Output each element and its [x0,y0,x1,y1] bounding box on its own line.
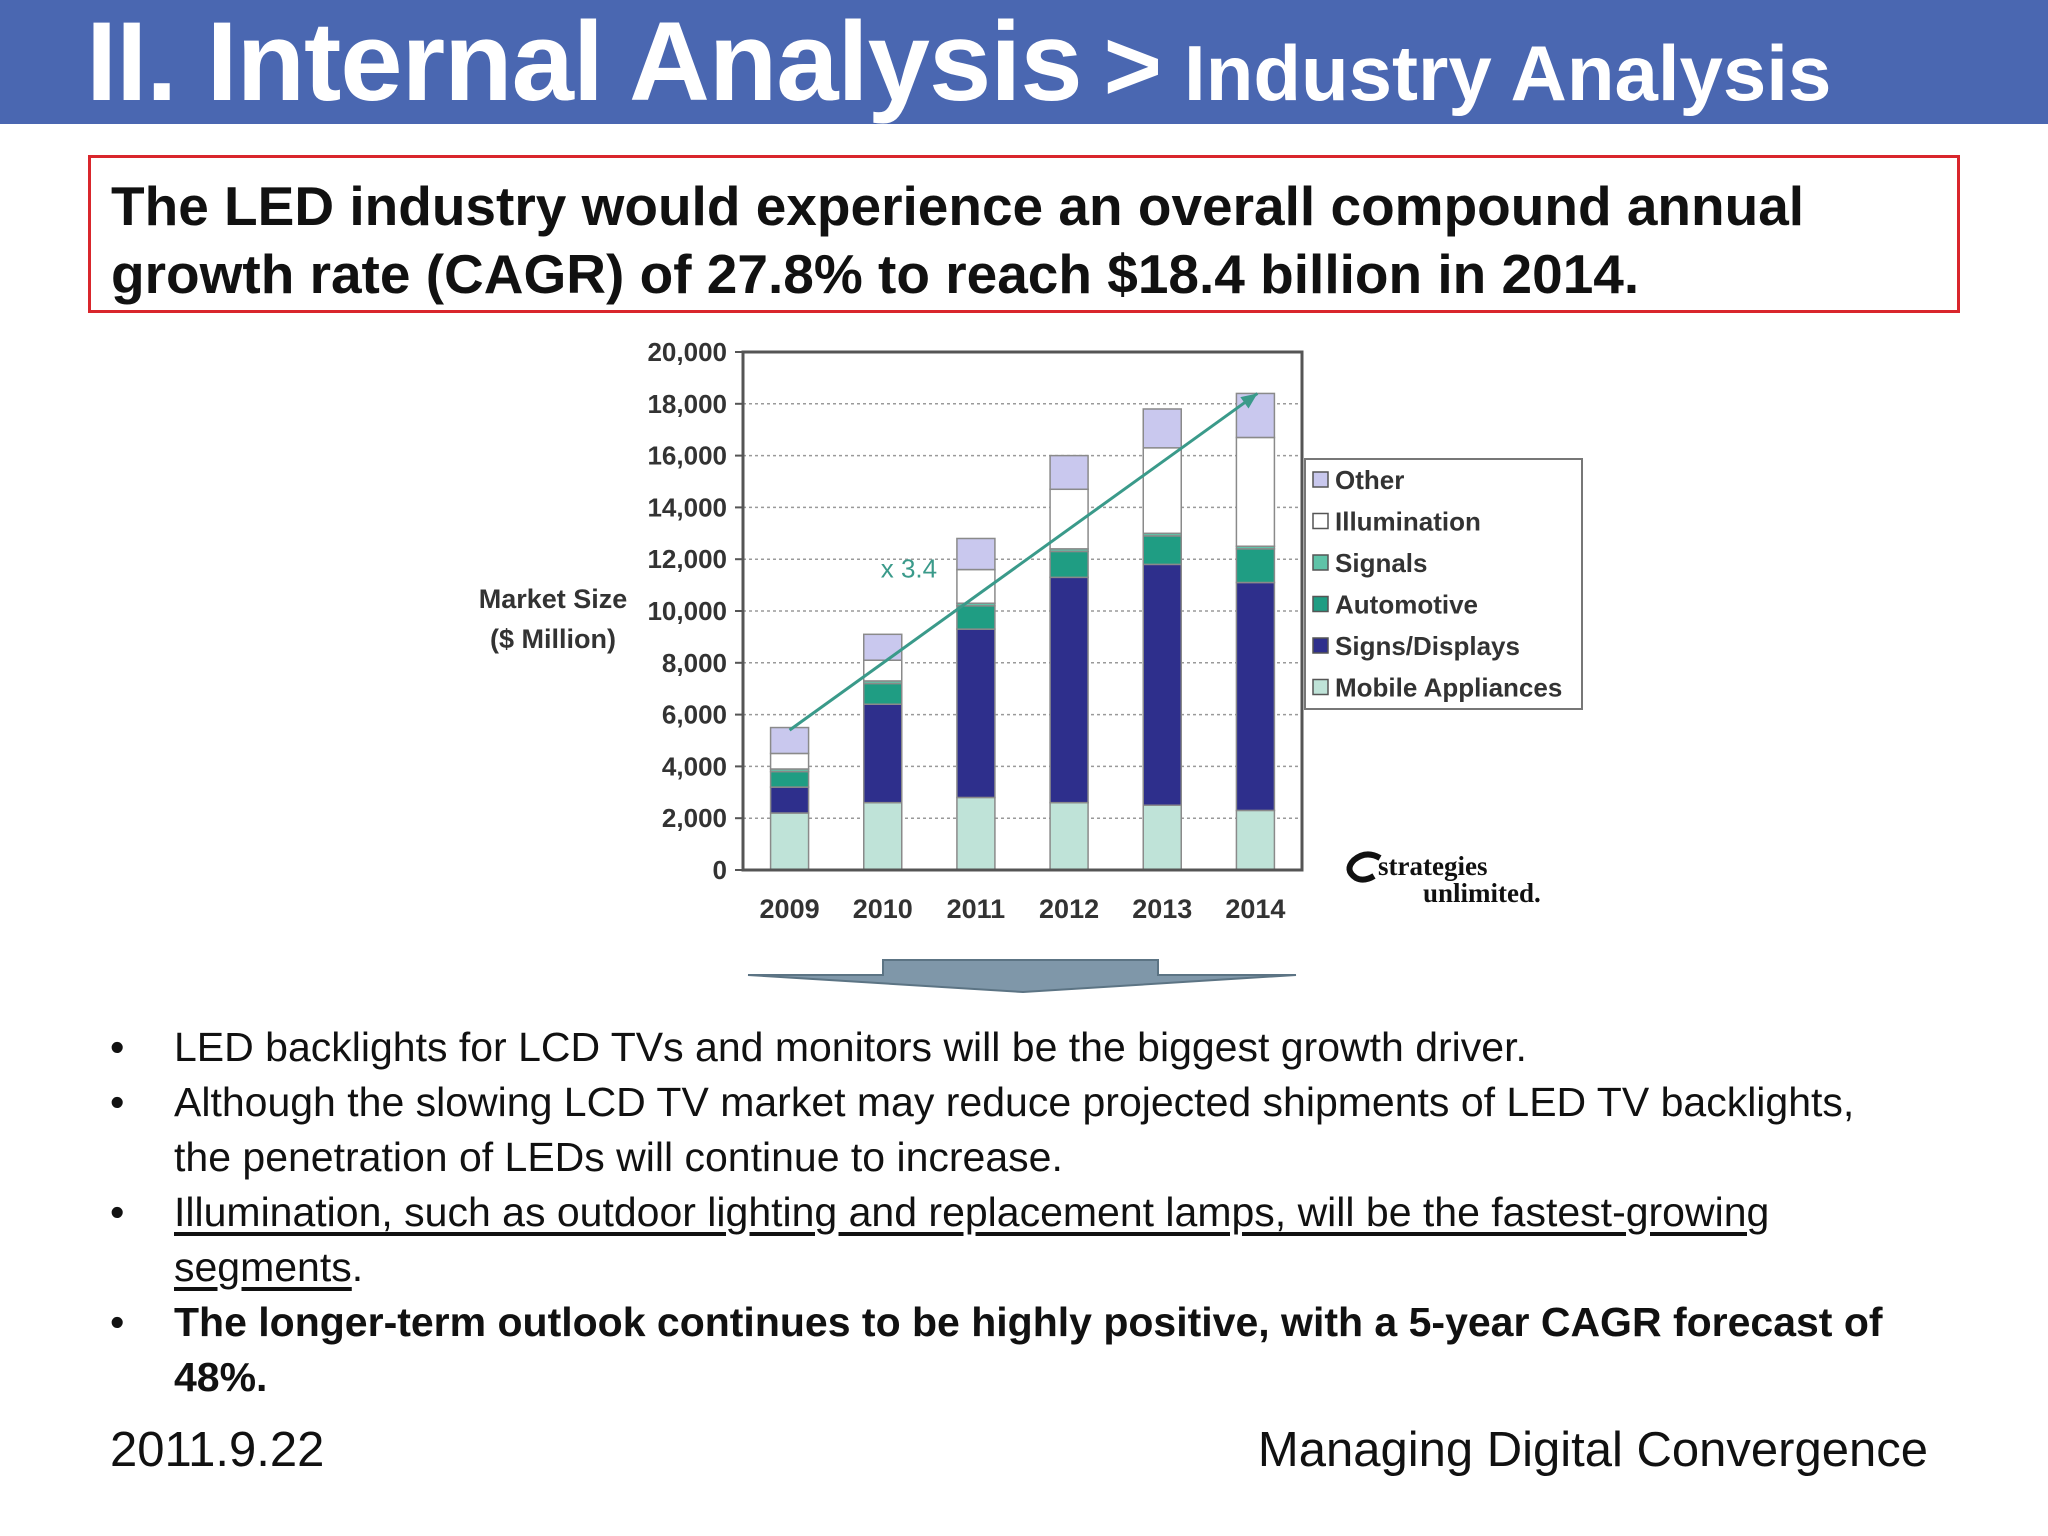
key-finding-box: The LED industry would experience an ove… [88,155,1960,313]
bar-segment [1049,550,1089,579]
legend-label: Illumination [1335,507,1481,537]
x-tick-label: 2009 [760,894,820,924]
legend-label: Mobile Appliances [1335,673,1562,703]
bar-segment [956,796,996,871]
footer-title: Managing Digital Convergence [1257,1423,1928,1477]
bar-segment [1235,548,1276,584]
y-tick-label: 16,000 [647,441,727,471]
x-tick-label: 2014 [1225,894,1285,924]
legend-swatch [1312,678,1329,696]
trend-arrow: x 3.4 [788,392,1259,732]
logo-text-line-1: strategies [1378,851,1487,881]
led-market-chart: 0 2,000 4,000 6,000 8,000 10,000 12,000 14,000 1… [479,337,1583,994]
y-axis-label-line-2: ($ Million) [490,624,616,654]
bullet-marker: • [110,1079,125,1125]
bar-segment [769,770,810,788]
y-tick-label: 2,000 [662,803,727,833]
y-tick-label: 14,000 [647,492,727,522]
logo-text-line-2: unlimited. [1423,878,1541,908]
bar-segment [863,801,903,871]
x-tick-label: 2013 [1132,894,1192,924]
bar-segment [1142,563,1182,806]
insight-bullets: • LED backlights for LCD TVs and monitors… [110,1020,1890,1405]
bar-segment [1235,809,1276,871]
bar-segment [769,812,810,871]
bar-segment [1049,454,1089,491]
bullet-item: • Although the slowing LCD TV market may … [110,1075,1890,1185]
bar-segment [769,786,810,814]
bar-segment [1142,804,1182,871]
y-axis-label-line-1: Market Size [479,584,628,614]
bar-segment [1235,581,1276,812]
bullet-marker: • [110,1024,125,1070]
down-arrow-icon [747,959,1297,994]
logo-mark-icon [1346,851,1382,883]
legend-box [1304,458,1583,710]
legend-swatch [1312,512,1329,530]
x-tick-label: 2012 [1039,894,1099,924]
page-subtitle: Industry Analysis [1184,29,1832,117]
y-tick-label: 10,000 [647,596,727,626]
bullet-marker: • [110,1299,125,1345]
trend-label: x 3.4 [881,553,937,583]
y-tick-label: 12,000 [647,544,727,574]
legend-label: Signals [1335,548,1427,578]
legend-swatch [1312,637,1329,654]
y-tick-label: 4,000 [662,751,727,781]
legend-label: Automotive [1335,590,1478,620]
legend-swatch [1312,595,1329,613]
trend-arrowhead-icon [1240,393,1258,409]
bar-segment [863,703,903,804]
y-axis-ticks: 0 2,000 4,000 6,000 8,000 10,000 12,000 14,000 1… [647,337,743,885]
bar-segment [863,682,903,705]
bullet-text-suffix: . [351,1244,364,1290]
footer-date: 2011.9.22 [110,1423,325,1477]
y-tick-label: 18,000 [647,389,727,419]
y-tick-label: 20,000 [647,337,727,367]
x-tick-label: 2010 [853,894,913,924]
bar-segment [863,633,903,661]
x-tick-label: 2011 [947,894,1006,924]
chart-bars [769,392,1276,871]
bullet-item: • LED backlights for LCD TVs and monitors… [110,1020,1890,1075]
bar-segment [956,537,996,571]
bullet-item: • The longer-term outlook continues to be… [110,1295,1890,1405]
bar-segment [1142,535,1182,566]
bullet-text: LED backlights for LCD TVs and monitors … [174,1024,1527,1070]
x-axis-ticks: 2009 2010 2011 2012 2013 2014 [760,894,1286,924]
legend-label: Signs/Displays [1335,631,1520,661]
bar-segment [1049,801,1089,871]
y-tick-label: 6,000 [662,700,727,730]
bar-segment [956,605,996,630]
header-title-group: II. Internal Analysis > Industry Analysis [86,0,1831,158]
legend-swatch [1312,471,1329,488]
bar-segment [769,726,810,755]
strategies-unlimited-logo: strategies unlimited. [1346,851,1541,908]
bullet-item: • Illumination, such as outdoor lighting … [110,1185,1890,1295]
legend-swatch [1312,554,1329,571]
bullet-text-bold: The longer-term outlook continues to be … [174,1299,1883,1400]
chart-legend: Other Illumination Signals Automotive Signs/… [1304,458,1583,710]
page-title: II. Internal Analysis [86,0,1083,124]
y-tick-label: 0 [713,855,727,885]
bar-segment [956,628,996,799]
bar-segment [769,752,810,770]
chart-gridlines [743,403,1302,819]
header-bar: II. Internal Analysis > Industry Analysis [0,0,2048,124]
bar-segment [1235,392,1276,439]
trend-line [788,392,1259,732]
breadcrumb-separator: > [1103,10,1163,122]
y-tick-label: 8,000 [662,648,727,678]
bullet-text-underlined: Illumination, such as outdoor lighting a… [174,1189,1770,1290]
key-finding-text: The LED industry would experience an ove… [111,175,1805,305]
bar-segment [1235,436,1276,547]
bar-segment [1049,576,1089,804]
bullet-text: Although the slowing LCD TV market may r… [174,1079,1855,1180]
bar-segment [1142,408,1182,449]
bullet-marker: • [110,1189,125,1235]
legend-label: Other [1335,465,1404,495]
